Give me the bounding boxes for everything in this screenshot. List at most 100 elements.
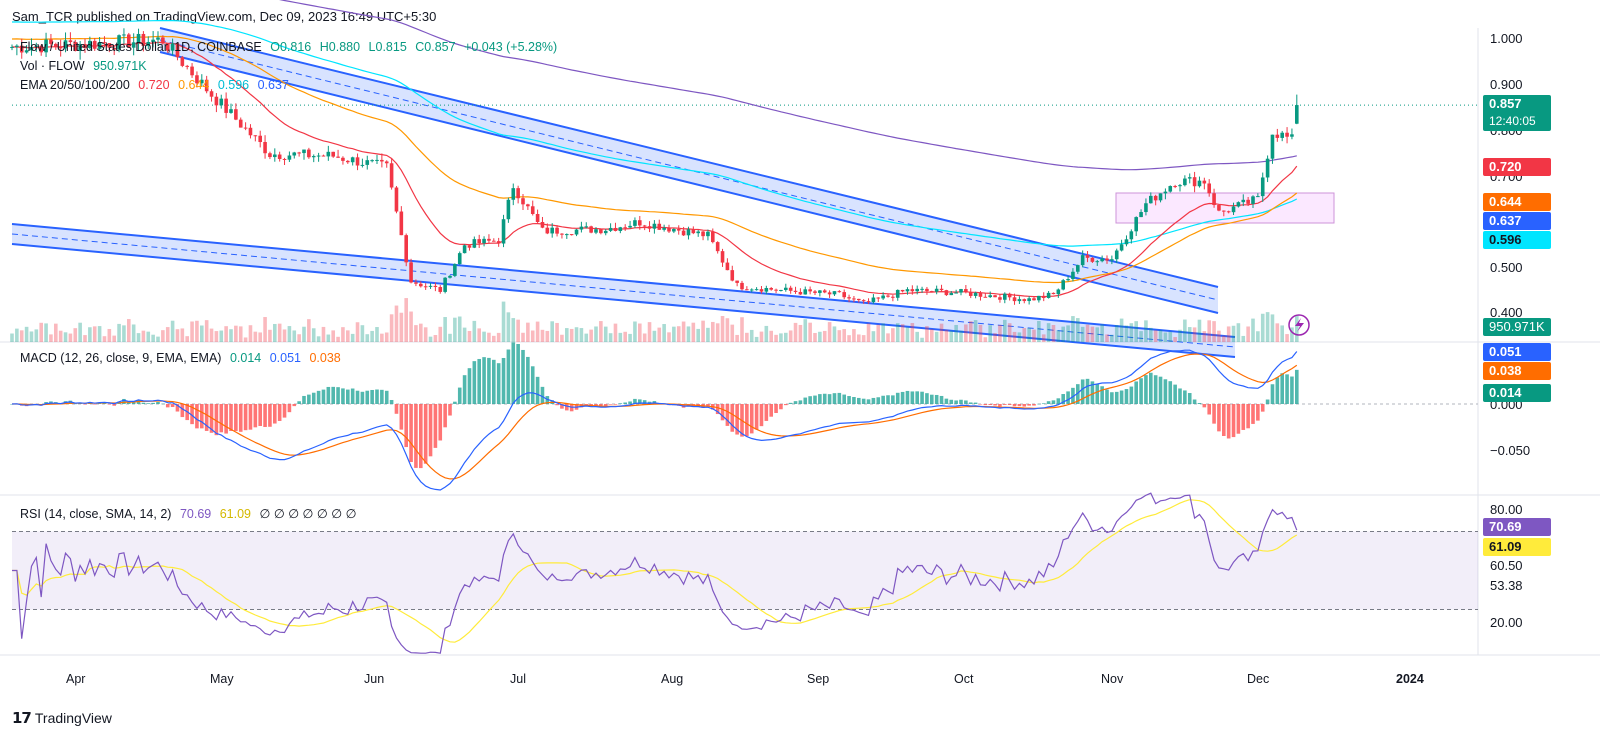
candle-body (979, 293, 983, 297)
volume-bar (1285, 334, 1289, 342)
volume-bar (940, 324, 944, 342)
volume-bar (740, 317, 744, 342)
volume-bar (784, 333, 788, 342)
macd-histogram-bar (1105, 390, 1109, 404)
macd-histogram-bar (370, 390, 374, 404)
volume-bar (541, 330, 545, 342)
macd-histogram-bar (249, 404, 253, 430)
macd-histogram-bar (891, 395, 895, 404)
candle-body (949, 293, 953, 295)
volume-bar (327, 335, 331, 342)
rsi-legend[interactable]: RSI (14, close, SMA, 14, 2) 70.69 61.09 … (20, 506, 362, 521)
volume-bar (1066, 325, 1070, 342)
volume-bar (1164, 332, 1168, 342)
candle-body (808, 289, 812, 291)
volume-bar (1144, 320, 1148, 342)
candle-body (969, 292, 973, 296)
macd-histogram-bar (915, 391, 919, 404)
volume-bar (619, 333, 623, 342)
volume-bar (15, 329, 19, 342)
volume-bar (312, 328, 316, 342)
candle-body (1203, 181, 1207, 184)
macd-label: MACD (12, 26, close, 9, EMA, EMA) (20, 351, 221, 365)
macd-histogram-bar (1100, 386, 1104, 404)
last-price-value: 0.857 (1489, 95, 1551, 113)
macd-legend[interactable]: MACD (12, 26, close, 9, EMA, EMA) 0.014 … (20, 351, 346, 365)
macd-histogram-bar (930, 395, 934, 404)
volume-bar (229, 329, 233, 342)
macd-histogram-bar (219, 404, 223, 432)
candle-body (356, 157, 360, 165)
candle-body (482, 239, 486, 243)
volume-bar (735, 335, 739, 342)
macd-histogram-bar (1110, 392, 1114, 404)
macd-histogram-bar (171, 404, 175, 407)
ema-legend[interactable]: EMA 20/50/100/200 0.720 0.644 0.596 0.63… (20, 78, 294, 92)
macd-histogram-bar (477, 359, 481, 404)
macd-histogram-bar (1237, 404, 1241, 434)
macd-histogram-bar (448, 404, 452, 416)
candle-body (657, 224, 661, 230)
macd-histogram-bar (852, 397, 856, 404)
volume-bar (54, 324, 58, 342)
volume-bar (755, 337, 759, 342)
candle-body (258, 136, 262, 142)
macd-histogram-bar (356, 391, 360, 404)
candle-body (215, 97, 219, 106)
ohlc-open: O0.816 (270, 40, 311, 54)
candle-body (312, 156, 316, 157)
macd-histogram-bar (292, 404, 296, 406)
macd-histogram-bar (1241, 404, 1245, 430)
volume-bar (1168, 332, 1172, 342)
candle-body (774, 290, 778, 291)
candle-body (886, 296, 890, 297)
candle-body (730, 270, 734, 280)
y-tick-rsi-5338: 53.38 (1490, 578, 1523, 593)
volume-bar (842, 329, 846, 342)
macd-histogram-bar (1022, 404, 1026, 407)
macd-histogram-bar (876, 397, 880, 404)
volume-bar (546, 331, 550, 342)
volume-bar (945, 330, 949, 342)
macd-histogram-bar (146, 403, 150, 404)
macd-histogram-bar (458, 388, 462, 404)
macd-histogram-bar (536, 377, 540, 404)
volume-bar (1276, 323, 1280, 342)
candle-body (672, 229, 676, 231)
volume-bar (993, 333, 997, 342)
macd-histogram-bar (1246, 404, 1250, 428)
macd-histogram-bar (974, 403, 978, 404)
volume-bar (808, 323, 812, 342)
candle-body (463, 245, 467, 253)
volume-bar (49, 334, 53, 342)
volume-bar (760, 332, 764, 342)
candle-body (502, 219, 506, 243)
candle-body (1076, 265, 1080, 272)
macd-histogram-bar (1018, 404, 1022, 406)
volume-bar (356, 322, 360, 342)
candle-body (959, 289, 963, 293)
macd-histogram-bar (288, 404, 292, 412)
macd-histogram-bar (1188, 393, 1192, 404)
volume-bar (765, 326, 769, 342)
volume-bar (108, 329, 112, 342)
volume-bar (224, 326, 228, 342)
candle-body (1134, 217, 1138, 231)
candle-body (497, 241, 501, 243)
volume-legend[interactable]: Vol · FLOW 950.971K (20, 59, 152, 73)
y-tick-0500: 0.500 (1490, 260, 1523, 275)
macd-histogram-bar (307, 395, 311, 404)
volume-bar (1198, 320, 1202, 342)
candle-body (511, 188, 515, 200)
tradingview-logo[interactable]: 𝟭𝟳 TradingView (12, 709, 112, 727)
symbol-title[interactable]: Flow / United States Dollar, 1D, COINBAS… (20, 40, 262, 54)
candle-body (419, 284, 423, 287)
candle-body (249, 128, 253, 135)
candle-body (1246, 200, 1250, 204)
rsi-label: RSI (14, close, SMA, 14, 2) (20, 507, 171, 521)
volume-bar (1280, 325, 1284, 342)
macd-histogram-bar (229, 404, 233, 431)
candle-body (984, 297, 988, 298)
y-tick-rsi-80: 80.00 (1490, 502, 1523, 517)
